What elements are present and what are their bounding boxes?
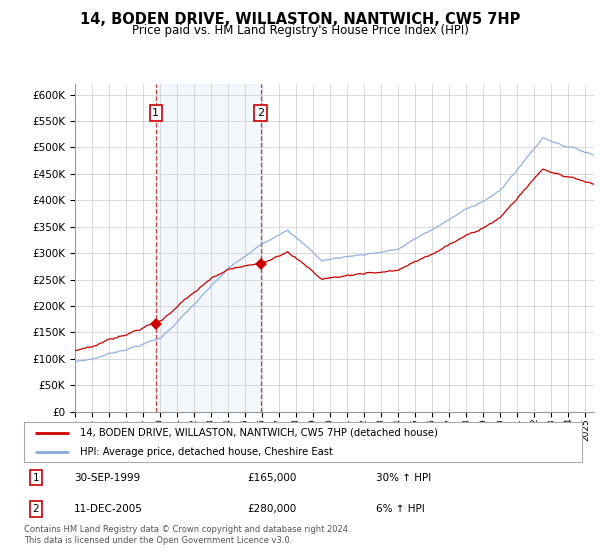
- Text: 30% ↑ HPI: 30% ↑ HPI: [376, 473, 431, 483]
- Text: 14, BODEN DRIVE, WILLASTON, NANTWICH, CW5 7HP: 14, BODEN DRIVE, WILLASTON, NANTWICH, CW…: [80, 12, 520, 27]
- Text: 6% ↑ HPI: 6% ↑ HPI: [376, 504, 424, 514]
- Text: 2: 2: [257, 108, 265, 118]
- Text: 14, BODEN DRIVE, WILLASTON, NANTWICH, CW5 7HP (detached house): 14, BODEN DRIVE, WILLASTON, NANTWICH, CW…: [80, 428, 437, 438]
- Text: 2: 2: [32, 504, 39, 514]
- Text: 30-SEP-1999: 30-SEP-1999: [74, 473, 140, 483]
- Text: 1: 1: [152, 108, 160, 118]
- Text: 11-DEC-2005: 11-DEC-2005: [74, 504, 143, 514]
- Text: £165,000: £165,000: [247, 473, 296, 483]
- Text: £280,000: £280,000: [247, 504, 296, 514]
- Bar: [156, 84, 261, 412]
- Text: Price paid vs. HM Land Registry's House Price Index (HPI): Price paid vs. HM Land Registry's House …: [131, 24, 469, 37]
- Text: 1: 1: [32, 473, 39, 483]
- FancyBboxPatch shape: [24, 422, 582, 462]
- Text: Contains HM Land Registry data © Crown copyright and database right 2024.
This d: Contains HM Land Registry data © Crown c…: [24, 525, 350, 545]
- Text: HPI: Average price, detached house, Cheshire East: HPI: Average price, detached house, Ches…: [80, 446, 332, 456]
